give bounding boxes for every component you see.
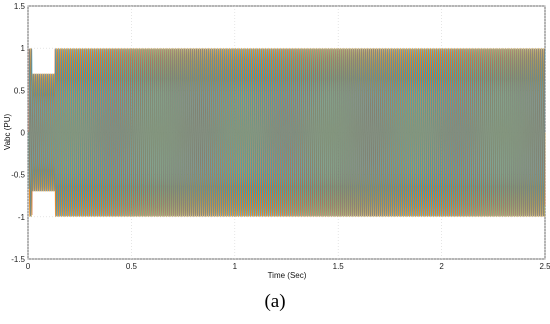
y-tick-label: -1.5 [11, 255, 25, 264]
x-tick-label: 2.5 [539, 262, 550, 271]
phase-b-trace [28, 48, 546, 217]
x-tick-label: 1 [233, 262, 238, 271]
waveform-traces [28, 48, 546, 217]
x-tick-labels: 0 0.5 1 1.5 2 2.5 [26, 262, 550, 271]
figure-caption: (a) [264, 291, 286, 312]
x-axis-label: Time (Sec) [268, 271, 307, 280]
y-tick-label: 1 [21, 44, 26, 53]
y-tick-labels: 1.5 1 0.5 0 -0.5 -1 -1.5 [11, 2, 25, 264]
phase-a-trace [28, 48, 546, 217]
x-tick-label: 0 [26, 262, 31, 271]
x-tick-label: 0.5 [126, 262, 138, 271]
phase-c-trace [28, 48, 546, 217]
y-tick-label: -0.5 [11, 171, 25, 180]
y-tick-label: 0.5 [14, 86, 26, 95]
y-axis-label: Vabc (PU) [3, 114, 12, 151]
x-tick-label: 2 [439, 262, 444, 271]
y-tick-label: 0 [21, 129, 26, 138]
x-tick-label: 1.5 [333, 262, 345, 271]
y-tick-label: 1.5 [14, 2, 26, 11]
y-tick-label: -1 [18, 213, 26, 222]
